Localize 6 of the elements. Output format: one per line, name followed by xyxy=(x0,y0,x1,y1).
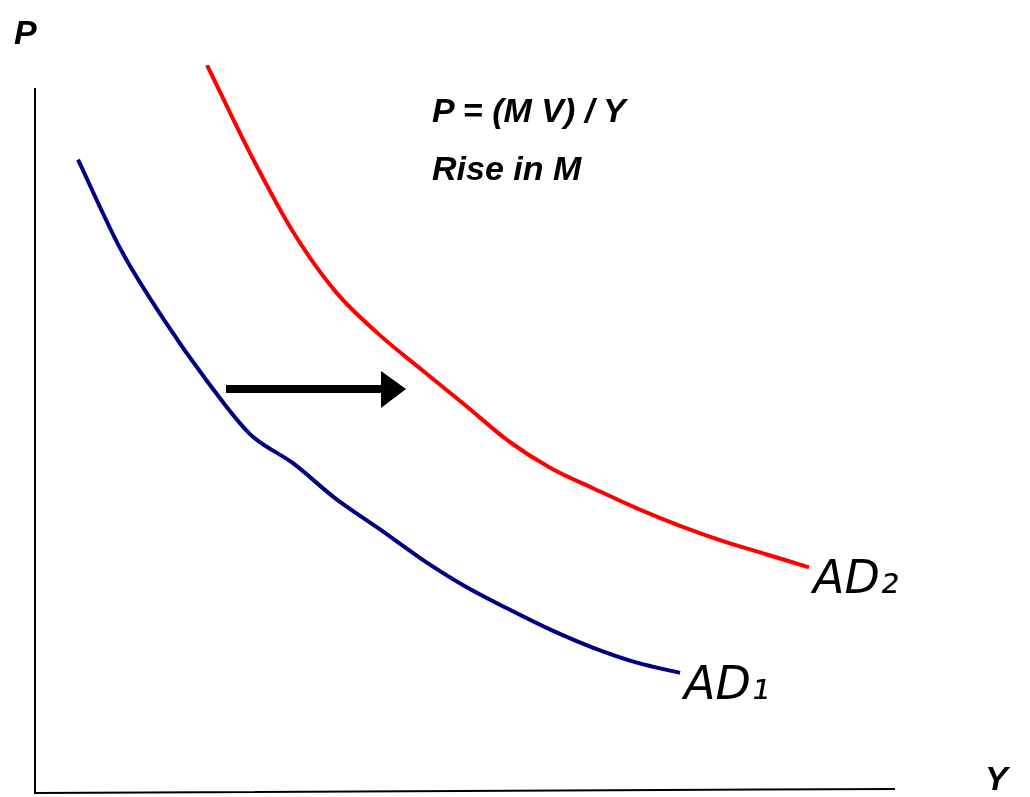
series-label: AD₁ xyxy=(681,655,770,710)
annotation: Rise in M xyxy=(432,149,582,187)
annotation: P = (M V) / Y xyxy=(432,91,629,129)
y-axis-title: P xyxy=(14,13,37,51)
x-axis-title: Y xyxy=(985,759,1011,797)
series-label: AD₂ xyxy=(810,550,899,605)
